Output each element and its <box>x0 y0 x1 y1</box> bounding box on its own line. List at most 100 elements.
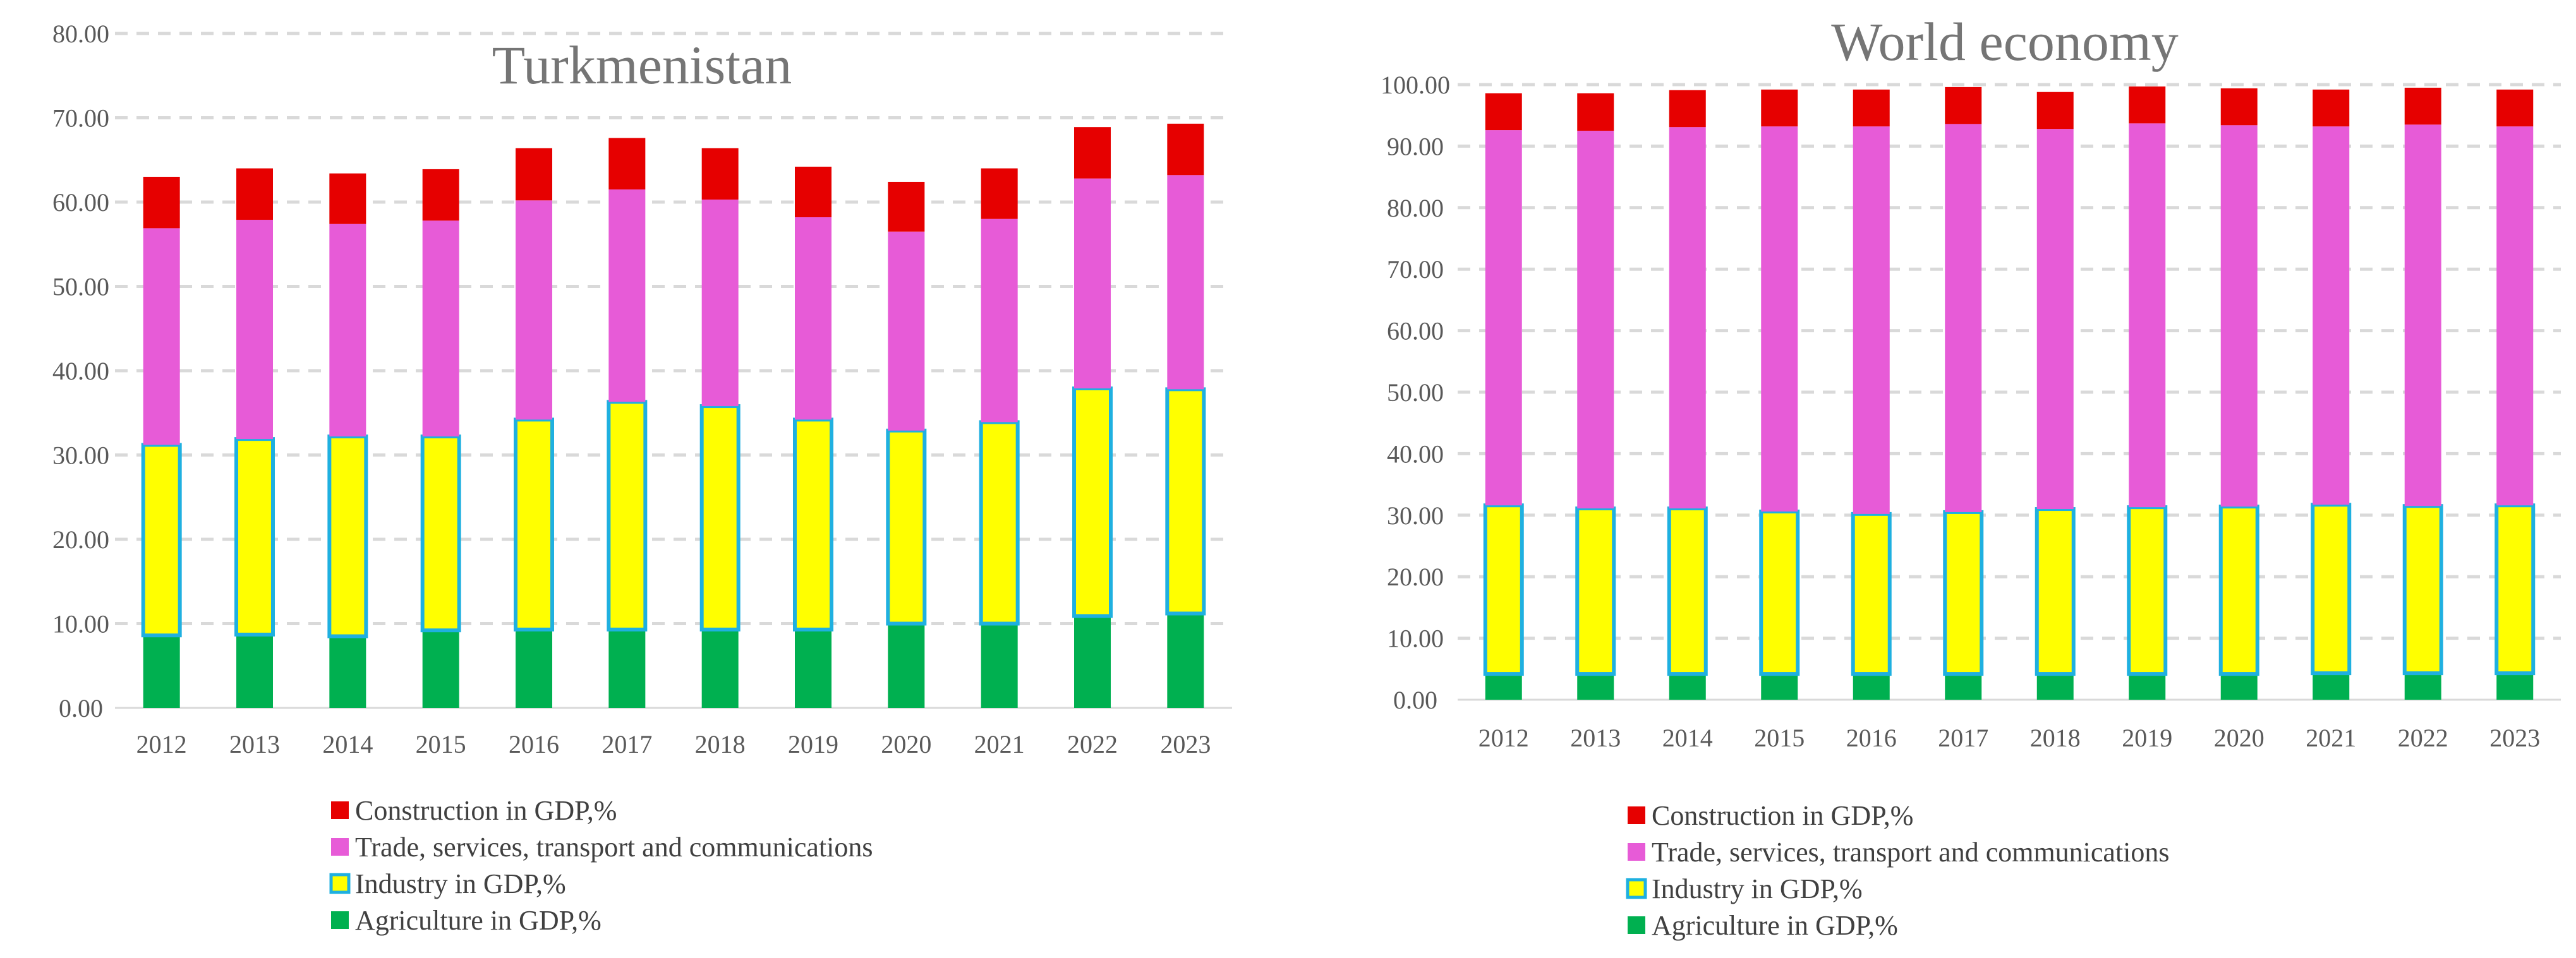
x-tick-label: 2019 <box>788 730 838 758</box>
bar-construction-in-gdp-2020 <box>888 181 925 232</box>
bar-agriculture-in-gdp-2016 <box>1853 674 1890 700</box>
bar-industry-in-gdp-2014 <box>327 434 368 638</box>
bar-agriculture-in-gdp-2015 <box>422 630 459 708</box>
bar-industry-in-gdp-2013 <box>234 437 275 637</box>
bar-trade-services-transport-and-communications-2019 <box>2129 123 2166 508</box>
bar-industry-in-gdp-2020 <box>886 428 927 626</box>
bar-construction-in-gdp-2012 <box>1485 93 1522 131</box>
bar-construction-in-gdp-2022 <box>1074 127 1111 179</box>
bar-industry-in-gdp-2017 <box>607 400 648 632</box>
bar-construction-in-gdp-2017 <box>608 138 646 189</box>
y-tick-label: 20.00 <box>1387 563 1444 591</box>
bar-industry-in-gdp-2016 <box>1851 512 1892 676</box>
bar-industry-in-gdp-2021 <box>979 420 1020 626</box>
y-tick-label: 90.00 <box>1387 132 1444 160</box>
bar-industry-in-gdp-2015 <box>1759 509 1800 676</box>
bar-trade-services-transport-and-communications-2023 <box>2496 126 2534 506</box>
legend-swatch-construction-in-gdp <box>1628 806 1645 824</box>
bar-trade-services-transport-and-communications-2012 <box>143 228 180 445</box>
y-tick-label: 10.00 <box>52 610 109 638</box>
legend-label: Agriculture in GDP,% <box>1652 910 1898 941</box>
bar-construction-in-gdp-2015 <box>1761 89 1798 127</box>
legend: Construction in GDP,% Trade, services, tr… <box>1626 800 2170 941</box>
bar-construction-in-gdp-2013 <box>236 168 273 220</box>
bar-trade-services-transport-and-communications-2016 <box>1853 126 1890 514</box>
x-tick-label: 2018 <box>695 730 746 758</box>
y-tick-label: 80.00 <box>1387 194 1444 222</box>
y-tick-label: 0.00 <box>59 694 103 722</box>
x-tick-label: 2014 <box>1662 724 1713 752</box>
bar-trade-services-transport-and-communications-2017 <box>1945 124 1982 512</box>
bar-construction-in-gdp-2023 <box>1167 123 1204 176</box>
bar-agriculture-in-gdp-2016 <box>516 629 552 708</box>
y-tick-label: 30.00 <box>1387 501 1444 530</box>
bar-industry-in-gdp-2023 <box>1165 387 1206 616</box>
x-tick-label: 2017 <box>1938 724 1988 752</box>
bar-industry-in-gdp-2012 <box>1483 503 1524 676</box>
bar-trade-services-transport-and-communications-2012 <box>1485 130 1522 506</box>
bar-agriculture-in-gdp-2019 <box>795 629 831 708</box>
x-tick-label: 2013 <box>1570 724 1621 752</box>
x-tick-label: 2018 <box>2030 724 2081 752</box>
x-tick-label: 2022 <box>2398 724 2448 752</box>
bar-trade-services-transport-and-communications-2018 <box>2036 129 2074 510</box>
bar-agriculture-in-gdp-2017 <box>608 629 646 708</box>
bar-trade-services-transport-and-communications-2021 <box>2313 126 2350 505</box>
bar-construction-in-gdp-2013 <box>1577 93 1614 131</box>
bar-industry-in-gdp-2017 <box>1943 510 1984 676</box>
bar-trade-services-transport-and-communications-2020 <box>888 231 925 431</box>
x-tick-label: 2017 <box>602 730 652 758</box>
x-tick-label: 2016 <box>509 730 559 758</box>
bar-construction-in-gdp-2021 <box>2313 89 2350 127</box>
bar-construction-in-gdp-2014 <box>329 173 366 224</box>
y-tick-label: 40.00 <box>1387 440 1444 468</box>
legend-swatch-trade-services-transport-and-communications <box>1628 843 1645 861</box>
bar-industry-in-gdp-2019 <box>793 417 833 632</box>
legend-label: Trade, services, transport and communica… <box>1652 837 2170 868</box>
y-tick-label: 10.00 <box>1387 625 1444 653</box>
legend-label: Construction in GDP,% <box>355 795 617 826</box>
chart-turkmenistan: 0.00 10.00 20.00 30.00 40.00 50.00 60.00 70.00 8… <box>52 20 1232 936</box>
legend-swatch-agriculture-in-gdp <box>331 911 349 929</box>
legend-swatch-construction-in-gdp <box>331 801 349 819</box>
bar-trade-services-transport-and-communications-2022 <box>2404 124 2441 506</box>
bar-trade-services-transport-and-communications-2013 <box>1577 131 1614 509</box>
x-tick-label: 2023 <box>1160 730 1211 758</box>
bar-trade-services-transport-and-communications-2020 <box>2220 125 2258 507</box>
bar-agriculture-in-gdp-2022 <box>1074 616 1111 708</box>
bar-agriculture-in-gdp-2019 <box>2129 674 2166 700</box>
bar-agriculture-in-gdp-2014 <box>1669 674 1706 700</box>
bar-agriculture-in-gdp-2013 <box>1577 674 1614 700</box>
x-tick-label: 2013 <box>229 730 280 758</box>
legend-label: Industry in GDP,% <box>355 868 566 899</box>
y-tick-label: 50.00 <box>1387 378 1444 407</box>
bar-construction-in-gdp-2016 <box>516 148 552 201</box>
bar-construction-in-gdp-2015 <box>422 169 459 221</box>
bar-agriculture-in-gdp-2020 <box>888 623 925 708</box>
bar-industry-in-gdp-2015 <box>420 434 461 633</box>
chart-world-economy: 0.00 10.00 20.00 30.00 40.00 50.00 60.00 70.00 8… <box>1381 11 2561 941</box>
bar-industry-in-gdp-2022 <box>2402 504 2443 676</box>
bar-construction-in-gdp-2019 <box>795 166 831 218</box>
bar-agriculture-in-gdp-2012 <box>143 635 180 708</box>
legend: Construction in GDP,% Trade, services, tr… <box>329 795 873 936</box>
bar-agriculture-in-gdp-2012 <box>1485 674 1522 700</box>
x-tick-label: 2012 <box>1478 724 1529 752</box>
x-tick-label: 2015 <box>1754 724 1805 752</box>
bar-industry-in-gdp-2014 <box>1667 506 1708 676</box>
bar-industry-in-gdp-2018 <box>2035 507 2076 676</box>
bar-agriculture-in-gdp-2022 <box>2404 673 2441 700</box>
legend-swatch-agriculture-in-gdp <box>1628 916 1645 934</box>
y-tick-label: 60.00 <box>52 188 109 217</box>
bar-agriculture-in-gdp-2018 <box>701 629 739 708</box>
bar-trade-services-transport-and-communications-2021 <box>981 219 1018 422</box>
bar-agriculture-in-gdp-2023 <box>2496 673 2534 700</box>
bar-industry-in-gdp-2018 <box>699 404 741 632</box>
bar-trade-services-transport-and-communications-2014 <box>1669 127 1706 509</box>
y-tick-label: 100.00 <box>1381 71 1450 99</box>
y-tick-label: 0.00 <box>1393 686 1437 714</box>
x-tick-label: 2015 <box>416 730 466 758</box>
legend-label: Trade, services, transport and communica… <box>355 832 873 863</box>
y-tick-label: 70.00 <box>1387 255 1444 284</box>
